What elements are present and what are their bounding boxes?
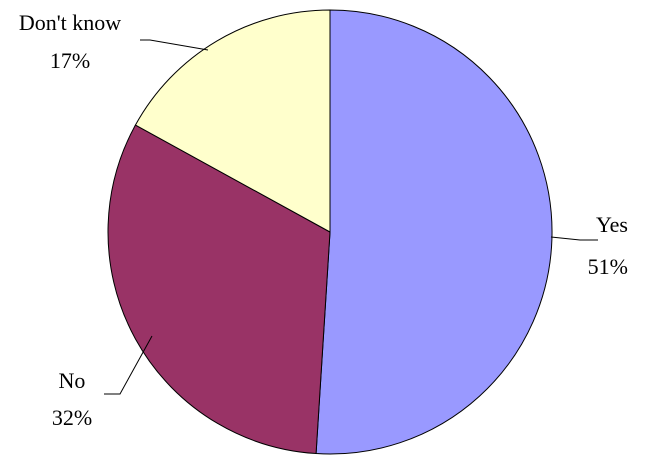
- pie-labels: Yes 51% No 32% Don't know 17%: [19, 10, 628, 430]
- value-label-don-t-know: 17%: [50, 48, 90, 73]
- leader-line-yes: [550, 236, 598, 241]
- pie-slice-no: [107, 124, 331, 455]
- pie-slices: [107, 9, 553, 455]
- category-label-no: No: [59, 368, 86, 393]
- value-label-yes: 51%: [588, 254, 628, 279]
- value-label-no: 32%: [52, 405, 92, 430]
- leader-line-no: [104, 335, 153, 395]
- category-label-don-t-know: Don't know: [19, 10, 121, 35]
- leader-line-don-t-know: [140, 39, 209, 51]
- category-label-yes: Yes: [596, 212, 628, 237]
- pie-slice-yes: [315, 9, 553, 455]
- pie-slice-don-t-know: [134, 9, 331, 233]
